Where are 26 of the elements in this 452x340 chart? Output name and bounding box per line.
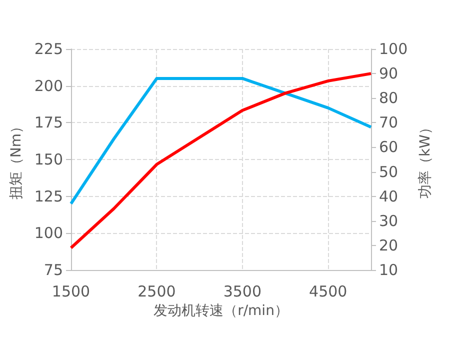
x-tick-label: 1500 [52, 282, 90, 300]
y-tick-label: 150 [34, 150, 63, 168]
y2-tick-label: 30 [379, 212, 398, 230]
x-axis-title: 发动机转速（r/min） [154, 302, 288, 319]
x-tick-label: 4500 [309, 282, 348, 300]
y-tick-label: 175 [34, 114, 63, 132]
y2-tick-label: 20 [379, 236, 398, 254]
y2-tick-label: 10 [379, 261, 398, 279]
y2-tick-label: 100 [379, 40, 408, 58]
y2-tick-label: 50 [379, 162, 398, 181]
y2-tick-label: 80 [379, 89, 398, 108]
y-tick-label: 125 [34, 187, 63, 206]
y-tick-label: 200 [34, 76, 63, 95]
y2-tick-label: 60 [379, 138, 398, 156]
line-series [70, 72, 372, 250]
y-tick-label: 100 [34, 224, 63, 242]
y2-axis-title: 功率（kW） [418, 120, 434, 198]
y-tick-label: 75 [44, 261, 63, 279]
y2-tick-label: 70 [379, 114, 398, 132]
line-series [70, 76, 372, 206]
x-tick-label: 3500 [223, 282, 262, 300]
y-axis-title: 扭矩（Nm） [8, 119, 24, 200]
y2-tick-label: 40 [379, 187, 398, 206]
x-tick-label: 2500 [138, 282, 176, 300]
y-tick-label: 225 [34, 40, 63, 58]
y2-tick-label: 90 [379, 64, 398, 83]
